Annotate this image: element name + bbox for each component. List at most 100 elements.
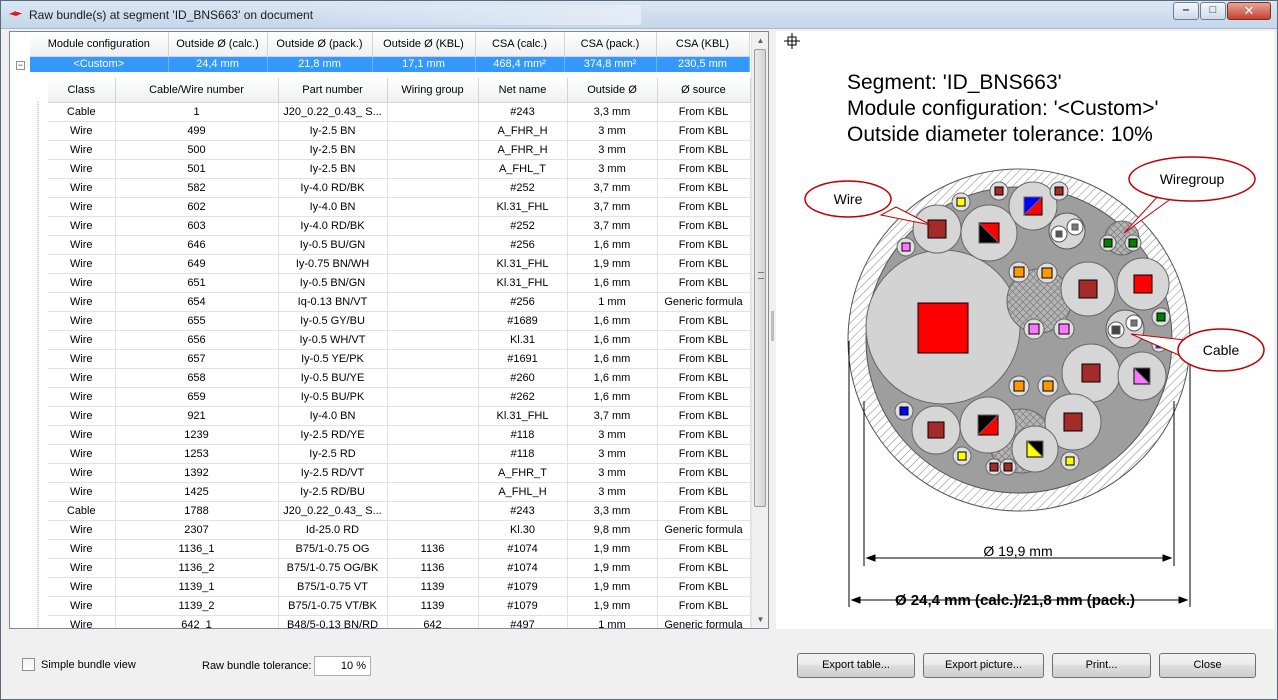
table-cell: 655 <box>115 311 279 331</box>
table-row[interactable]: Cable 1788 J20_0.22_0.43_ S... #243 3,3 mm Fr… <box>48 501 751 521</box>
tolerance-input[interactable] <box>314 656 371 676</box>
print-button[interactable]: Print... <box>1052 653 1151 678</box>
table-cell: A_FHL_H <box>478 482 568 502</box>
table-row[interactable]: Wire 501 Iy-2.5 BN A_FHL_T 3 mm From KBL <box>48 159 751 179</box>
table-row[interactable]: Wire 656 Iy-0.5 WH/VT Kl.31 1,6 mm From KBL <box>48 330 751 350</box>
table-cell: 3,7 mm <box>567 406 658 426</box>
collapse-toggle[interactable]: − <box>16 60 25 70</box>
table-cell: From KBL <box>657 349 751 369</box>
splitter-handle[interactable] <box>770 311 775 341</box>
table-row[interactable]: Wire 603 Iy-4.0 RD/BK #252 3,7 mm From KBL <box>48 216 751 236</box>
vertical-scrollbar[interactable]: ▲ ▼ <box>751 32 768 628</box>
master-cell: 230,5 mm <box>656 56 750 72</box>
master-cell: <Custom> <box>30 56 169 72</box>
table-row[interactable]: Wire 642_1 B48/5-0.13 BN/RD 642 #497 1 mm Gene… <box>48 615 751 628</box>
table-cell: 3 mm <box>567 463 658 483</box>
table-row[interactable]: Wire 649 Iy-0.75 BN/WH Kl.31_FHL 1,9 mm From … <box>48 254 751 274</box>
table-row[interactable]: Cable 1 J20_0.22_0.43_ S... #243 3,3 mm From … <box>48 102 751 122</box>
close-icon: ✕ <box>1243 3 1255 18</box>
table-cell: From KBL <box>657 121 751 141</box>
master-header-col-5[interactable]: CSA (pack.) <box>564 32 657 57</box>
master-header-col-2[interactable]: Outside Ø (pack.) <box>267 32 373 57</box>
table-row[interactable]: Wire 1253 Iy-2.5 RD #118 3 mm From KBL <box>48 444 751 464</box>
table-row-custom[interactable]: <Custom> 24,4 mm 21,8 mm 17,1 mm 468,4 mm² 37… <box>10 56 750 72</box>
table-cell: From KBL <box>657 273 751 293</box>
table-cell: From KBL <box>657 140 751 160</box>
table-row[interactable]: Wire 1136_1 B75/1-0.75 OG 1136 #1074 1,9 mm Fr… <box>48 539 751 559</box>
svg-text:Wire: Wire <box>834 191 863 207</box>
table-cell: A_FHL_T <box>478 159 568 179</box>
close-window-button[interactable]: ✕ <box>1227 2 1271 20</box>
table-cell: Generic formula <box>657 520 751 540</box>
detail-header-col-0[interactable]: Class <box>48 78 116 103</box>
table-row[interactable]: Wire 658 Iy-0.5 BU/YE #260 1,6 mm From KBL <box>48 368 751 388</box>
table-row[interactable]: Wire 2307 Id-25.0 RD Kl.30 9,8 mm Generic for… <box>48 520 751 540</box>
table-row[interactable]: Wire 655 Iy-0.5 GY/BU #1689 1,6 mm From KBL <box>48 311 751 331</box>
table-cell: 1139 <box>387 596 479 616</box>
table-cell: Iy-4.0 BN <box>278 197 388 217</box>
table-cell: 1239 <box>115 425 279 445</box>
minimize-button[interactable]: ‒ <box>1173 2 1199 20</box>
table-cell <box>387 292 479 312</box>
scroll-thumb[interactable] <box>754 49 766 507</box>
callout-wiregroup: Wiregroup <box>1123 156 1256 234</box>
table-cell: Wire <box>48 406 116 426</box>
maximize-button[interactable]: □ <box>1200 2 1226 20</box>
table-cell: Iq-0.13 BN/VT <box>278 292 388 312</box>
table-row[interactable]: Wire 1136_2 B75/1-0.75 OG/BK 1136 #1074 1,9 m… <box>48 558 751 578</box>
detail-header-col-6[interactable]: Ø source <box>657 78 751 103</box>
detail-header-col-5[interactable]: Outside Ø <box>567 78 658 103</box>
table-cell: Iy-2.5 RD/VT <box>278 463 388 483</box>
table-cell: 499 <box>115 121 279 141</box>
table-row[interactable]: Wire 657 Iy-0.5 YE/PK #1691 1,6 mm From KBL <box>48 349 751 369</box>
bundle-grid[interactable]: Module configuration Outside Ø (calc.) Out… <box>9 31 769 629</box>
table-cell: #256 <box>478 292 568 312</box>
table-row[interactable]: Wire 1139_2 B75/1-0.75 VT/BK 1139 #1079 1,9 m… <box>48 596 751 616</box>
detail-header-col-4[interactable]: Net name <box>478 78 568 103</box>
export-picture-button[interactable]: Export picture... <box>923 653 1044 678</box>
table-cell: 3 mm <box>567 444 658 464</box>
table-cell: 656 <box>115 330 279 350</box>
title-bar: Raw bundle(s) at segment 'ID_BNS663' on … <box>1 1 1277 29</box>
table-row[interactable]: Wire 1425 Iy-2.5 RD/BU A_FHL_H 3 mm From KBL <box>48 482 751 502</box>
table-cell: 602 <box>115 197 279 217</box>
table-row[interactable]: Wire 921 Iy-4.0 BN Kl.31_FHL 3,7 mm From KBL <box>48 406 751 426</box>
detail-header-col-3[interactable]: Wiring group <box>387 78 479 103</box>
table-cell: From KBL <box>657 197 751 217</box>
scroll-up-icon[interactable]: ▲ <box>756 36 765 45</box>
master-header-col-0[interactable]: Module configuration <box>30 32 169 57</box>
table-row[interactable]: Wire 499 Iy-2.5 BN A_FHR_H 3 mm From KBL <box>48 121 751 141</box>
table-cell: Wire <box>48 159 116 179</box>
table-row[interactable]: Wire 1239 Iy-2.5 RD/YE #118 3 mm From KBL <box>48 425 751 445</box>
table-cell: #497 <box>478 615 568 628</box>
export-table-button[interactable]: Export table... <box>797 653 915 678</box>
master-header-col-3[interactable]: Outside Ø (KBL) <box>372 32 476 57</box>
table-cell <box>387 311 479 331</box>
simple-bundle-view-checkbox[interactable] <box>22 658 35 671</box>
table-row[interactable]: Wire 582 Iy-4.0 RD/BK #252 3,7 mm From KBL <box>48 178 751 198</box>
table-cell: Wire <box>48 349 116 369</box>
master-header-col-4[interactable]: CSA (calc.) <box>475 32 565 57</box>
table-row[interactable]: Wire 500 Iy-2.5 BN A_FHR_H 3 mm From KBL <box>48 140 751 160</box>
detail-header-col-1[interactable]: Cable/Wire number <box>115 78 279 103</box>
table-row[interactable]: Wire 654 Iq-0.13 BN/VT #256 1 mm Generic form… <box>48 292 751 312</box>
table-cell: Kl.31_FHL <box>478 273 568 293</box>
table-row[interactable]: Wire 602 Iy-4.0 BN Kl.31_FHL 3,7 mm From KBL <box>48 197 751 217</box>
crosshair-icon[interactable] <box>784 33 800 49</box>
table-cell: #260 <box>478 368 568 388</box>
table-cell <box>387 482 479 502</box>
close-button[interactable]: Close <box>1159 653 1256 678</box>
table-row[interactable]: Wire 651 Iy-0.5 BN/GN Kl.31_FHL 1,6 mm From K… <box>48 273 751 293</box>
master-header-col-6[interactable]: CSA (KBL) <box>656 32 750 57</box>
master-cell: 468,4 mm² <box>475 56 565 72</box>
table-row[interactable]: Wire 659 Iy-0.5 BU/PK #262 1,6 mm From KBL <box>48 387 751 407</box>
table-row[interactable]: Wire 1392 Iy-2.5 RD/VT A_FHR_T 3 mm From KBL <box>48 463 751 483</box>
table-cell: 1,6 mm <box>567 349 658 369</box>
table-row[interactable]: Wire 1139_1 B75/1-0.75 VT 1139 #1079 1,9 mm Fr… <box>48 577 751 597</box>
master-header-col-1[interactable]: Outside Ø (calc.) <box>168 32 268 57</box>
table-cell: #1689 <box>478 311 568 331</box>
detail-header-col-2[interactable]: Part number <box>278 78 388 103</box>
table-row[interactable]: Wire 646 Iy-0.5 BU/GN #256 1,6 mm From KBL <box>48 235 751 255</box>
scroll-down-icon[interactable]: ▼ <box>756 615 765 624</box>
